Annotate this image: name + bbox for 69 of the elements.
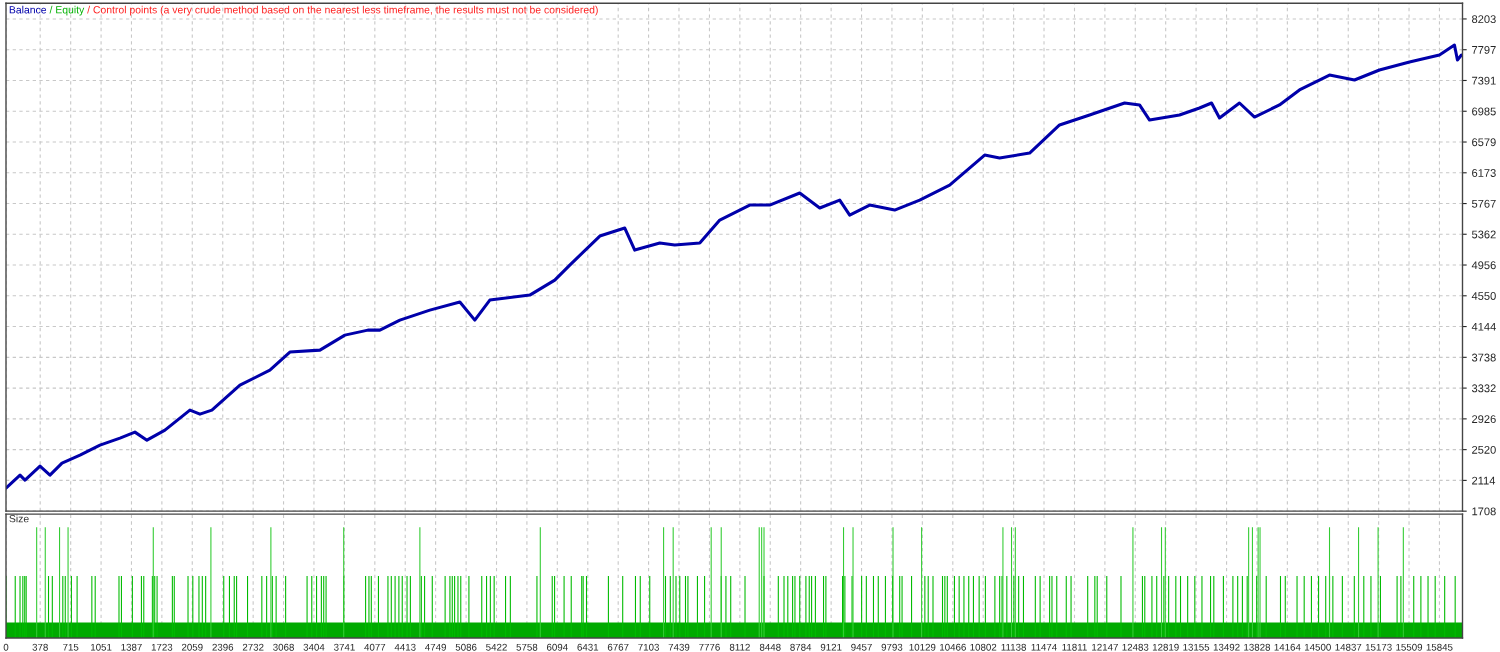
y-tick-label: 1708 <box>1472 507 1496 516</box>
x-tick-label: 3404 <box>303 643 325 651</box>
x-tick-label: 12483 <box>1122 643 1149 651</box>
x-tick-label: 3068 <box>273 643 294 651</box>
y-tick-label: 2114 <box>1472 476 1496 485</box>
y-tick-label: 6173 <box>1472 169 1496 177</box>
x-tick-label: 8448 <box>759 643 781 651</box>
x-tick-label: 13828 <box>1244 643 1271 651</box>
x-tick-label: 6431 <box>577 643 599 651</box>
x-tick-label: 11811 <box>1062 643 1087 651</box>
y-tick-label: 8203 <box>1472 15 1496 24</box>
x-tick-label: 10802 <box>970 643 997 651</box>
y-tick-label: 5767 <box>1471 199 1496 208</box>
x-tick-label: 1723 <box>151 643 173 651</box>
x-tick-label: 10129 <box>909 643 936 651</box>
x-tick-label: 8112 <box>729 643 750 651</box>
x-tick-label: 9793 <box>881 643 903 651</box>
y-tick-label: 6579 <box>1472 138 1496 147</box>
annotation: / Control points (a very crude method based on the nearest less timeframe, the results must not be considered) <box>87 5 598 16</box>
y-tick-label: 7391 <box>1472 76 1496 85</box>
x-tick-label: 12819 <box>1152 643 1179 651</box>
y-tick-label: 4550 <box>1471 292 1496 300</box>
x-tick-label: 8784 <box>790 643 812 651</box>
x-tick-label: 12147 <box>1092 643 1118 651</box>
x-tick-label: 3741 <box>333 643 355 651</box>
x-tick-label: 14837 <box>1335 643 1362 651</box>
y-tick-label: 6985 <box>1472 107 1496 116</box>
text: Balance <box>9 5 47 14</box>
x-tick-label: 5086 <box>455 643 477 651</box>
x-tick-label: 10466 <box>940 643 966 651</box>
x-tick-label: 15845 <box>1426 643 1453 651</box>
x-tick-label: 11474 <box>1031 643 1057 651</box>
x-tick-label: 2732 <box>242 643 264 651</box>
x-tick-label: 14500 <box>1304 643 1331 651</box>
x-tick-label: 0 <box>3 643 9 651</box>
x-tick-label: 9121 <box>820 643 842 651</box>
x-tick-label: 15509 <box>1396 643 1423 651</box>
x-tick-label: 7103 <box>638 643 659 651</box>
x-tick-label: 5758 <box>516 643 538 651</box>
y-tick-label: 3332 <box>1471 384 1496 393</box>
x-tick-label: 4413 <box>394 643 416 651</box>
x-tick-label: 2059 <box>181 643 203 651</box>
x-tick-label: 13492 <box>1213 643 1240 651</box>
x-tick-label: 7776 <box>699 643 720 651</box>
y-tick-label: 7797 <box>1472 45 1496 54</box>
chart-title: Size <box>9 514 29 523</box>
x-tick-label: 9457 <box>851 643 872 651</box>
x-tick-label: 15173 <box>1365 643 1392 651</box>
x-tick-label: 11138 <box>1001 643 1026 651</box>
x-tick-label: 6767 <box>607 643 629 651</box>
x-tick-label: 6094 <box>546 643 568 651</box>
annotation: / Equity <box>49 5 85 16</box>
x-tick-label: 4077 <box>364 643 386 651</box>
y-tick-label: 4144 <box>1471 322 1496 331</box>
x-tick-label: 7439 <box>668 643 690 651</box>
x-tick-label: 2396 <box>212 643 234 651</box>
y-tick-label: 5362 <box>1471 230 1496 239</box>
x-tick-label: 715 <box>63 643 79 651</box>
x-tick-label: 5422 <box>486 643 507 651</box>
y-tick-label: 4956 <box>1471 261 1496 270</box>
x-tick-label: 4749 <box>425 643 446 651</box>
x-tick-label: 13155 <box>1183 643 1210 651</box>
y-tick-label: 2926 <box>1472 415 1496 423</box>
y-tick-label: 3738 <box>1471 353 1496 362</box>
y-tick-label: 2520 <box>1472 445 1496 454</box>
x-tick-label: 1051 <box>91 643 112 651</box>
x-tick-label: 378 <box>32 643 48 651</box>
x-tick-label: 1387 <box>121 643 142 651</box>
x-tick-label: 14164 <box>1274 643 1301 651</box>
